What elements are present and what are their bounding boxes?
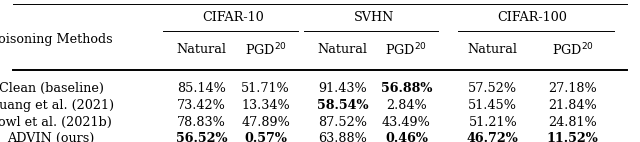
Text: ADVIN (ours): ADVIN (ours) [8,132,95,142]
Text: Natural: Natural [177,43,227,56]
Text: 51.21%: 51.21% [468,116,517,129]
Text: Huang et al. (2021): Huang et al. (2021) [0,99,115,112]
Text: 73.42%: 73.42% [177,99,226,112]
Text: Fowl et al. (2021b): Fowl et al. (2021b) [0,116,112,129]
Text: CIFAR-10: CIFAR-10 [203,11,264,24]
Text: SVHN: SVHN [354,11,395,24]
Text: 24.81%: 24.81% [548,116,597,129]
Text: 63.88%: 63.88% [318,132,367,142]
Text: 91.43%: 91.43% [318,82,367,95]
Text: 57.52%: 57.52% [468,82,517,95]
Text: Clean (baseline): Clean (baseline) [0,82,104,95]
Text: 27.18%: 27.18% [548,82,597,95]
Text: PGD$^{20}$: PGD$^{20}$ [244,41,287,58]
Text: PGD$^{20}$: PGD$^{20}$ [385,41,428,58]
Text: PGD$^{20}$: PGD$^{20}$ [552,41,594,58]
Text: 2.84%: 2.84% [386,99,427,112]
Text: 78.83%: 78.83% [177,116,226,129]
Text: 58.54%: 58.54% [317,99,368,112]
Text: 46.72%: 46.72% [467,132,518,142]
Text: 56.88%: 56.88% [381,82,432,95]
Text: 43.49%: 43.49% [382,116,431,129]
Text: 51.45%: 51.45% [468,99,517,112]
Text: 13.34%: 13.34% [241,99,290,112]
Text: 47.89%: 47.89% [241,116,290,129]
Text: Natural: Natural [317,43,367,56]
Text: Poisoning Methods: Poisoning Methods [0,33,113,46]
Text: CIFAR-100: CIFAR-100 [497,11,568,24]
Text: 51.71%: 51.71% [241,82,290,95]
Text: 87.52%: 87.52% [318,116,367,129]
Text: 11.52%: 11.52% [547,132,598,142]
Text: 21.84%: 21.84% [548,99,597,112]
Text: 85.14%: 85.14% [177,82,226,95]
Text: Natural: Natural [468,43,518,56]
Text: 0.57%: 0.57% [244,132,287,142]
Text: 0.46%: 0.46% [385,132,428,142]
Text: 56.52%: 56.52% [176,132,227,142]
